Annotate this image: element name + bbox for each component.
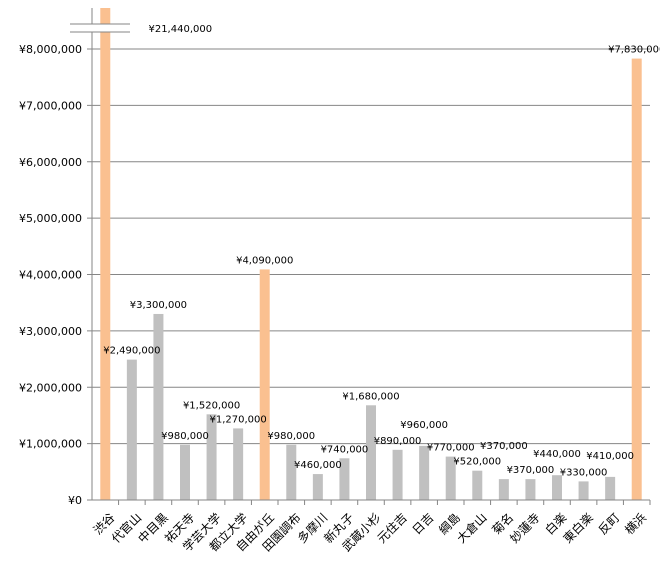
y-tick-label: ¥8,000,000: [19, 43, 82, 56]
x-tick-label: 東白楽: [560, 510, 596, 546]
data-label: ¥770,000: [427, 443, 475, 454]
x-tick-label: 横浜: [622, 510, 649, 537]
bar: [498, 479, 509, 500]
x-tick-label: 日吉: [410, 510, 437, 537]
y-tick-label: ¥2,000,000: [19, 381, 82, 394]
y-tick-label: ¥7,000,000: [19, 99, 82, 112]
y-tick-label: ¥6,000,000: [19, 156, 82, 169]
data-label: ¥370,000: [507, 465, 555, 476]
data-label: ¥330,000: [560, 467, 608, 478]
bar: [631, 58, 642, 501]
axis-break-gap: [68, 24, 132, 32]
bar: [605, 476, 616, 500]
data-label: ¥2,490,000: [103, 346, 160, 357]
bar: [126, 359, 137, 500]
bar: [286, 444, 297, 500]
data-label: ¥460,000: [294, 460, 342, 471]
data-label: ¥3,300,000: [130, 300, 187, 311]
data-label: ¥370,000: [480, 441, 528, 452]
data-label: ¥960,000: [400, 420, 448, 431]
bar: [419, 445, 430, 500]
y-tick-label: ¥3,000,000: [19, 325, 82, 338]
data-label: ¥890,000: [374, 436, 422, 447]
data-label: ¥1,520,000: [183, 400, 240, 411]
bar: [472, 470, 483, 500]
bar: [366, 405, 376, 500]
data-label: ¥520,000: [453, 457, 501, 468]
bar: [578, 481, 589, 500]
data-label: ¥980,000: [267, 431, 315, 442]
bar: [259, 269, 270, 500]
y-tick-label: ¥4,000,000: [19, 269, 82, 282]
x-tick-label: 大倉山: [454, 510, 490, 546]
bar: [552, 475, 562, 500]
bar: [100, 8, 111, 500]
data-label: ¥410,000: [586, 451, 634, 462]
data-label: ¥1,270,000: [210, 414, 267, 425]
y-tick-label: ¥0: [68, 494, 82, 507]
data-label: ¥4,090,000: [236, 255, 293, 266]
bar: [525, 479, 536, 500]
y-tick-label: ¥1,000,000: [19, 438, 82, 451]
bar: [153, 313, 164, 500]
bar: [445, 456, 456, 500]
data-label: ¥980,000: [161, 431, 209, 442]
x-tick-label: 妙蓮寺: [507, 510, 542, 545]
data-label: ¥21,440,000: [148, 24, 212, 35]
bar: [233, 428, 244, 500]
bar: [180, 444, 190, 500]
data-label: ¥440,000: [533, 449, 581, 460]
y-tick-label: ¥5,000,000: [19, 212, 82, 225]
data-label: ¥1,680,000: [342, 391, 399, 402]
bar: [392, 449, 403, 500]
bar: [206, 414, 217, 500]
data-label: ¥7,830,000: [608, 45, 660, 56]
x-tick-label: 元住吉: [375, 510, 410, 545]
data-label: ¥740,000: [321, 444, 369, 455]
bar: [312, 474, 323, 500]
x-tick-label: 反町: [596, 510, 623, 537]
bar: [339, 458, 350, 500]
